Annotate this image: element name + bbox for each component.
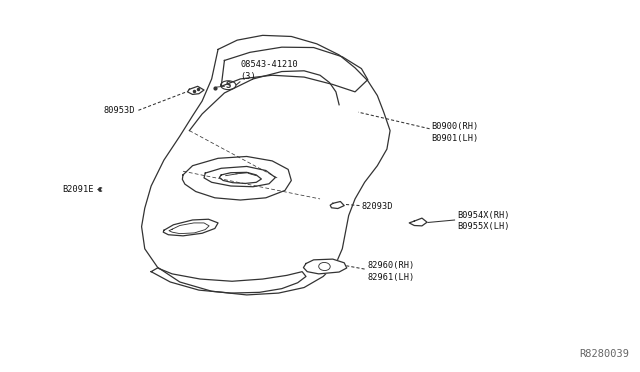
Text: 80953D: 80953D — [104, 106, 135, 115]
Polygon shape — [409, 218, 427, 226]
Text: 08543-41210
(3): 08543-41210 (3) — [241, 60, 298, 81]
Text: 82093D: 82093D — [362, 202, 393, 211]
Text: B2091E: B2091E — [62, 185, 94, 194]
Text: R8280039: R8280039 — [579, 349, 629, 359]
Polygon shape — [330, 202, 344, 209]
Text: 82960(RH)
82961(LH): 82960(RH) 82961(LH) — [368, 262, 415, 282]
Text: B0954X(RH)
B0955X(LH): B0954X(RH) B0955X(LH) — [457, 211, 509, 231]
Polygon shape — [188, 86, 204, 94]
Text: B0900(RH)
B0901(LH): B0900(RH) B0901(LH) — [431, 122, 479, 143]
Polygon shape — [303, 259, 347, 274]
Text: S: S — [225, 81, 231, 90]
